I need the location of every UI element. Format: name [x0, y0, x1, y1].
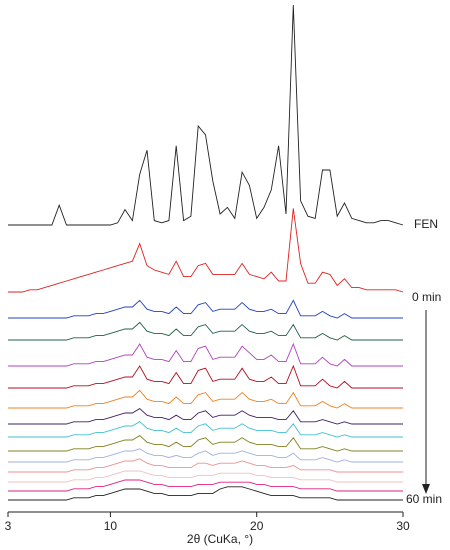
pattern-curve [8, 470, 403, 483]
pattern-curve [8, 4, 404, 226]
series-label: FEN [414, 217, 438, 231]
x-axis-title: 2θ (CuKa, °) [187, 532, 253, 546]
pattern-curve [8, 421, 403, 438]
x-tick-label: 30 [396, 519, 410, 533]
time-arrow-head [422, 484, 430, 494]
pattern-curve [8, 299, 403, 319]
series-label: 60 min [406, 492, 442, 506]
pattern-curve [8, 342, 403, 367]
pattern-curve [8, 408, 403, 425]
pattern-curve [8, 479, 403, 492]
pattern-curve [8, 435, 403, 452]
pattern-curve [8, 364, 403, 389]
x-tick-label: 20 [250, 519, 264, 533]
pattern-curve [8, 321, 403, 341]
pattern-curve [8, 458, 403, 473]
pattern-curve [8, 389, 403, 409]
pattern-curve [8, 486, 403, 501]
x-tick-label: 10 [104, 519, 118, 533]
series-label: 0 min [412, 290, 441, 304]
x-tick-label: 3 [5, 519, 12, 533]
pattern-curve [8, 448, 403, 463]
pattern-curve [8, 208, 404, 293]
